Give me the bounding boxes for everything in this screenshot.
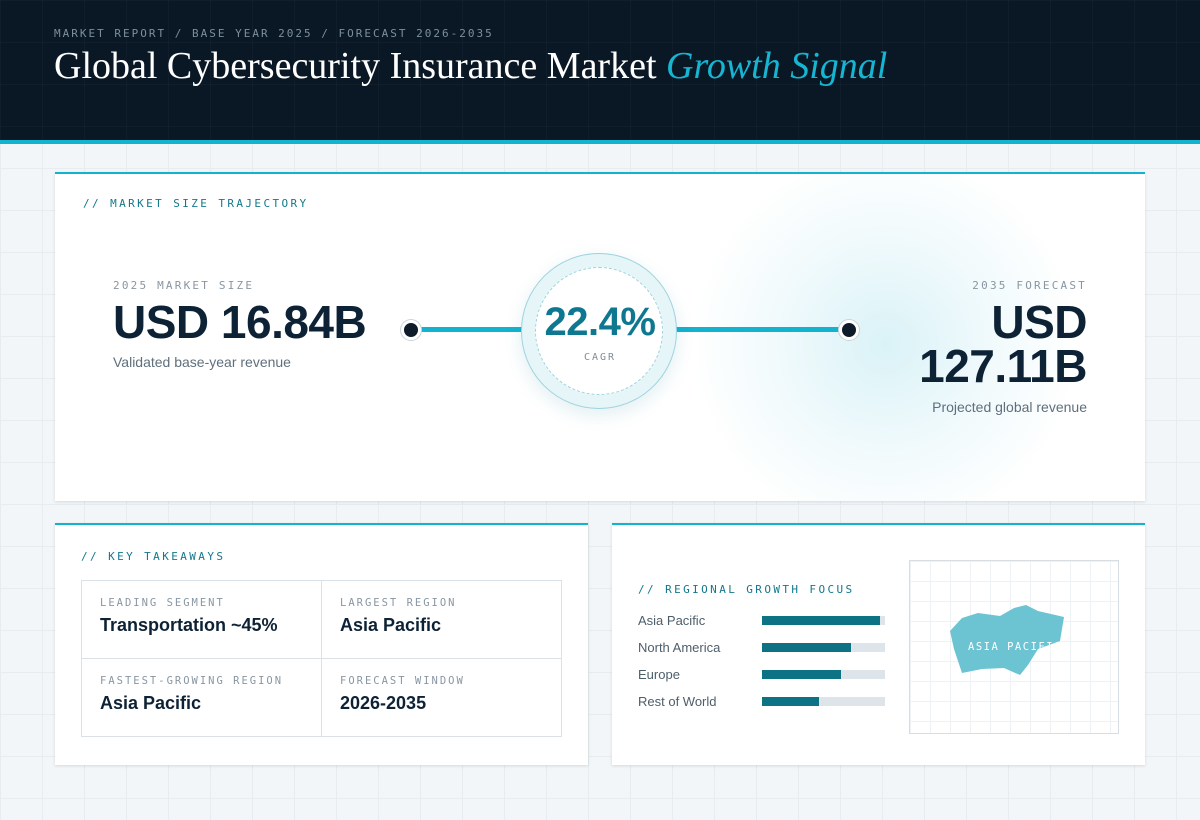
- start-point-marker: [401, 320, 421, 340]
- takeaways-section-label: // KEY TAKEAWAYS: [81, 550, 226, 563]
- takeaway-largest-region: LARGEST REGION Asia Pacific: [322, 581, 562, 659]
- end-point-marker: [839, 320, 859, 340]
- page-title-main: Global Cybersecurity Insurance Market: [54, 45, 657, 87]
- region-bar-track: [762, 616, 885, 625]
- region-name: Rest of World: [638, 694, 717, 709]
- takeaway-value: Transportation ~45%: [100, 615, 278, 635]
- breadcrumb: MARKET REPORT / BASE YEAR 2025 / FORECAS…: [54, 27, 494, 40]
- region-bar-fill: [762, 670, 841, 679]
- takeaway-caption: FASTEST-GROWING REGION: [100, 675, 284, 687]
- region-bar-track: [762, 643, 885, 652]
- forecast-glow: [675, 174, 1095, 501]
- forecast-caption: 2035 FORECAST: [972, 279, 1087, 292]
- region-name: Europe: [638, 667, 680, 682]
- trajectory-section-label: // MARKET SIZE TRAJECTORY: [83, 197, 309, 210]
- region-bar-fill: [762, 697, 819, 706]
- regional-section-label: // REGIONAL GROWTH FOCUS: [638, 583, 855, 596]
- takeaway-value: 2026-2035: [340, 693, 427, 713]
- takeaways-grid: LEADING SEGMENT Transportation ~45% LARG…: [81, 580, 562, 737]
- forecast-value-line2: 127.11B: [919, 340, 1087, 392]
- region-name: North America: [638, 640, 721, 655]
- region-bar-row: Asia Pacific: [638, 613, 888, 628]
- cagr-value: 22.4%: [544, 300, 656, 344]
- cagr-badge: 22.4% CAGR: [521, 253, 677, 409]
- market-size-trajectory-card: // MARKET SIZE TRAJECTORY 2025 MARKET SI…: [55, 172, 1145, 501]
- takeaway-value: Asia Pacific: [340, 615, 442, 635]
- takeaway-caption: FORECAST WINDOW: [340, 675, 465, 687]
- forecast-note: Projected global revenue: [932, 399, 1087, 415]
- takeaway-leading-segment: LEADING SEGMENT Transportation ~45%: [82, 581, 322, 659]
- forecast-value-line1: USD: [991, 296, 1087, 348]
- key-takeaways-card: // KEY TAKEAWAYS LEADING SEGMENT Transpo…: [55, 523, 588, 765]
- base-year-value: USD 16.84B: [113, 296, 367, 348]
- region-bar-track: [762, 670, 885, 679]
- takeaway-caption: LARGEST REGION: [340, 597, 457, 609]
- region-map: ASIA PACIFIC: [909, 560, 1119, 734]
- page-title-accent: Growth Signal: [666, 45, 888, 87]
- region-bar-row: Europe: [638, 667, 888, 682]
- report-header: MARKET REPORT / BASE YEAR 2025 / FORECAS…: [0, 0, 1200, 144]
- region-bar-track: [762, 697, 885, 706]
- takeaway-fastest-growing-region: FASTEST-GROWING REGION Asia Pacific: [82, 659, 322, 737]
- page-title: Global Cybersecurity Insurance Market Gr…: [54, 44, 887, 88]
- region-name: Asia Pacific: [638, 613, 706, 628]
- takeaway-value: Asia Pacific: [100, 693, 202, 713]
- forecast-value: USD 127.11B: [919, 296, 1087, 392]
- region-bar-row: North America: [638, 640, 888, 655]
- takeaway-caption: LEADING SEGMENT: [100, 597, 225, 609]
- map-region-label: ASIA PACIFIC: [968, 641, 1062, 653]
- region-bar-fill: [762, 616, 881, 625]
- base-year-note: Validated base-year revenue: [113, 354, 291, 370]
- asia-pacific-map-shape: [950, 605, 1064, 675]
- region-bar-fill: [762, 643, 851, 652]
- grid-divider-horizontal: [82, 658, 561, 659]
- region-bar-row: Rest of World: [638, 694, 888, 709]
- base-year-caption: 2025 MARKET SIZE: [113, 279, 255, 292]
- cagr-caption: CAGR: [583, 352, 617, 363]
- regional-growth-card: // REGIONAL GROWTH FOCUS Asia Pacific No…: [612, 523, 1145, 765]
- takeaway-forecast-window: FORECAST WINDOW 2026-2035: [322, 659, 562, 737]
